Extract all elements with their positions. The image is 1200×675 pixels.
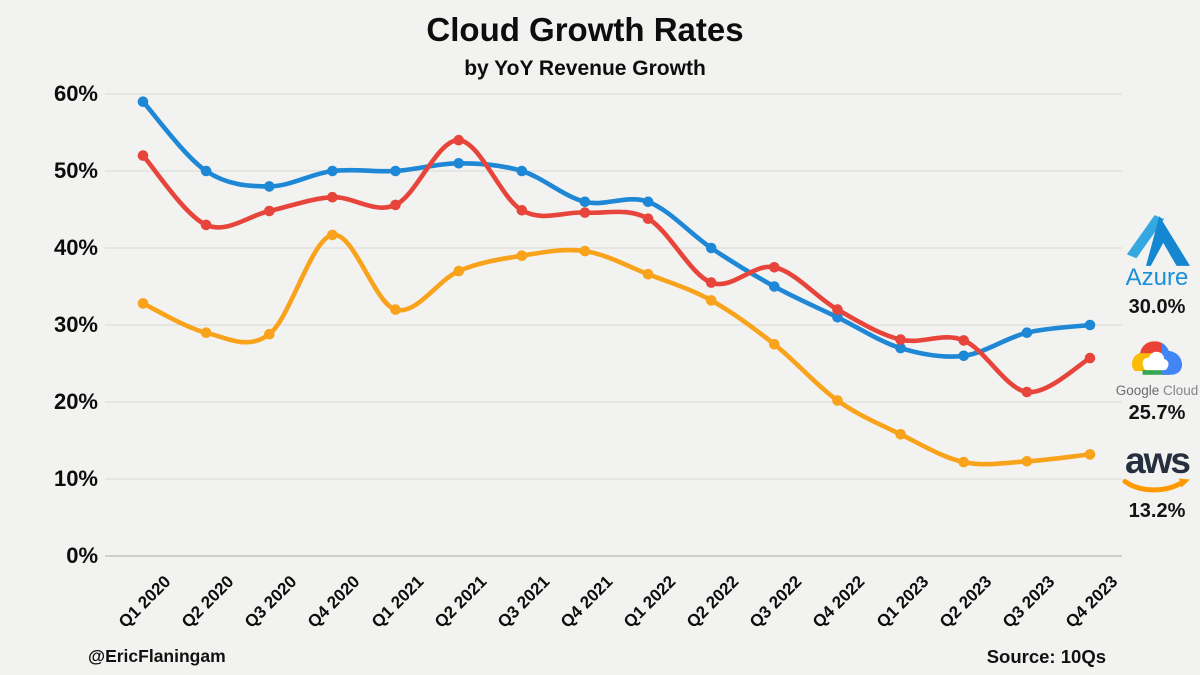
data-point-aws xyxy=(832,395,843,406)
data-point-google-cloud xyxy=(958,335,969,346)
data-point-azure xyxy=(453,158,465,169)
data-point-azure xyxy=(327,165,338,177)
series-google-cloud xyxy=(137,134,1096,398)
data-point-azure xyxy=(137,96,149,107)
data-point-aws xyxy=(769,339,780,350)
google-cloud-logo-icon xyxy=(1131,341,1183,375)
data-point-azure xyxy=(390,165,401,177)
series-line-aws xyxy=(140,232,1093,467)
data-point-google-cloud xyxy=(1021,386,1033,398)
data-point-google-cloud xyxy=(264,205,275,217)
data-point-google-cloud xyxy=(832,304,843,315)
data-point-aws xyxy=(137,298,149,309)
data-point-google-cloud xyxy=(516,205,528,216)
data-point-google-cloud xyxy=(200,219,212,231)
data-point-azure xyxy=(200,165,212,177)
data-point-aws xyxy=(264,328,275,340)
data-point-azure xyxy=(1084,319,1096,331)
azure-final-value: 30.0% xyxy=(1128,296,1186,319)
y-axis-tick-label: 30% xyxy=(53,312,98,337)
data-point-azure xyxy=(958,350,969,362)
data-point-aws xyxy=(705,295,717,306)
google-cloud-brand-label: Google Cloud xyxy=(1115,383,1199,398)
y-axis-tick-label: 10% xyxy=(53,466,98,491)
data-point-azure xyxy=(769,281,780,292)
data-point-google-cloud xyxy=(642,213,654,224)
data-point-azure xyxy=(832,312,843,323)
data-point-google-cloud xyxy=(769,262,780,273)
aws-smile-icon xyxy=(1122,478,1190,493)
data-point-google-cloud xyxy=(705,277,717,288)
data-point-azure xyxy=(579,196,591,208)
data-point-azure xyxy=(516,165,528,177)
data-point-google-cloud xyxy=(390,199,401,211)
data-point-azure xyxy=(895,342,906,354)
series-line-azure xyxy=(140,99,1093,359)
legend-item-azure: Azure 30.0% xyxy=(1112,214,1200,319)
data-point-google-cloud xyxy=(895,334,906,345)
azure-brand-label: Azure xyxy=(1125,264,1189,291)
data-point-aws xyxy=(453,265,465,277)
data-point-azure xyxy=(264,181,275,192)
series-azure xyxy=(137,96,1096,362)
data-point-aws xyxy=(579,245,591,257)
data-point-aws xyxy=(200,327,212,339)
data-point-aws xyxy=(642,268,654,280)
author-watermark: @EricFlaningam xyxy=(88,646,226,666)
series-line-google-cloud xyxy=(140,137,1093,395)
source-note: Source: 10Qs xyxy=(986,646,1106,667)
data-point-aws xyxy=(327,229,338,241)
y-axis-tick-label: 40% xyxy=(53,235,98,260)
y-axis-tick-label: 0% xyxy=(66,543,98,568)
data-point-aws xyxy=(895,429,906,440)
legend-item-google-cloud: Google Cloud 25.7% xyxy=(1112,340,1200,425)
data-point-aws xyxy=(958,456,969,468)
series-aws xyxy=(137,229,1096,468)
data-point-aws xyxy=(1084,449,1096,460)
data-point-azure xyxy=(705,242,717,254)
chart-subtitle: by YoY Revenue Growth xyxy=(464,57,706,80)
legend-item-aws: aws 13.2% xyxy=(1112,440,1200,523)
data-point-azure xyxy=(1021,327,1033,339)
y-axis-tick-label: 50% xyxy=(53,158,98,183)
data-point-aws xyxy=(390,304,401,315)
y-axis-tick-label: 20% xyxy=(53,389,98,414)
data-point-google-cloud xyxy=(453,134,465,146)
y-axis-tick-label: 60% xyxy=(53,81,98,106)
aws-final-value: 13.2% xyxy=(1128,499,1186,522)
aws-logo-word: aws xyxy=(1125,440,1191,481)
data-point-google-cloud xyxy=(579,207,591,218)
data-point-google-cloud xyxy=(1084,352,1096,364)
google-cloud-final-value: 25.7% xyxy=(1128,402,1186,424)
data-point-aws xyxy=(516,250,528,261)
data-point-google-cloud xyxy=(327,191,338,203)
data-point-aws xyxy=(1021,456,1033,467)
chart-title: Cloud Growth Rates xyxy=(426,11,744,48)
azure-logo-icon xyxy=(1126,215,1190,266)
data-point-google-cloud xyxy=(137,150,149,161)
data-point-azure xyxy=(642,196,654,208)
